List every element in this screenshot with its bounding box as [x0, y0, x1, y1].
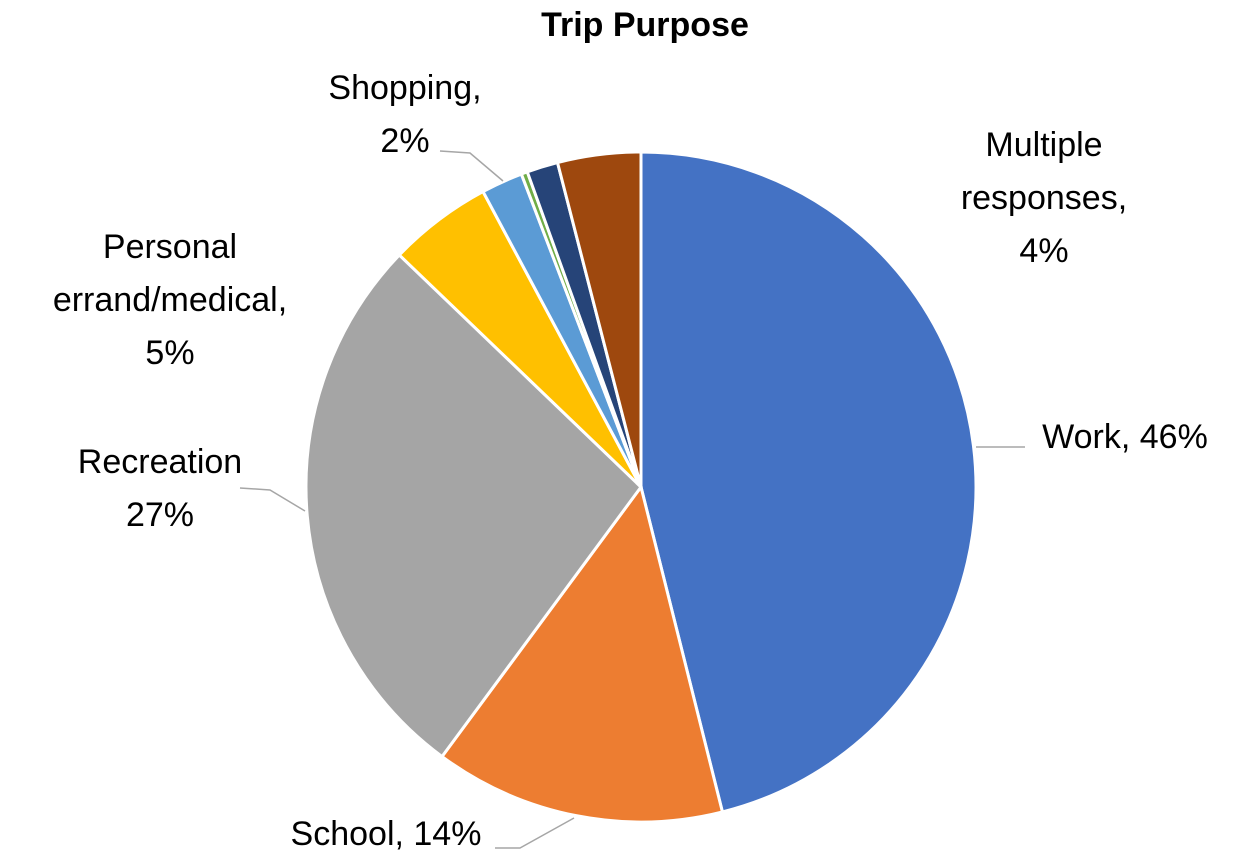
data-label-shopping: Shopping, [328, 69, 481, 107]
pie-slice-recreation [304, 252, 643, 759]
data-label-personal-errand-medical: 5% [145, 334, 194, 372]
data-label-recreation: Recreation [78, 443, 242, 481]
pie-slice-work [639, 150, 978, 814]
data-label-multiple-responses: 4% [1019, 232, 1068, 270]
leader-line-school [495, 817, 575, 849]
data-label-school: School, 14% [291, 815, 482, 853]
data-label-shopping: 2% [380, 122, 429, 160]
data-label-personal-errand-medical: errand/medical, [53, 281, 287, 319]
data-label-recreation: 27% [126, 496, 194, 534]
data-label-multiple-responses: responses, [961, 179, 1127, 217]
data-label-multiple-responses: Multiple [985, 126, 1102, 164]
data-label-work: Work, 46% [1042, 418, 1208, 456]
leader-line-shopping [439, 150, 504, 182]
pie-slice-multiple-responses [555, 150, 643, 488]
data-label-personal-errand-medical: Personal [103, 228, 237, 266]
chart-title: Trip Purpose [541, 6, 749, 44]
pie-slice-school [439, 483, 725, 824]
leader-line-recreation [239, 487, 306, 512]
